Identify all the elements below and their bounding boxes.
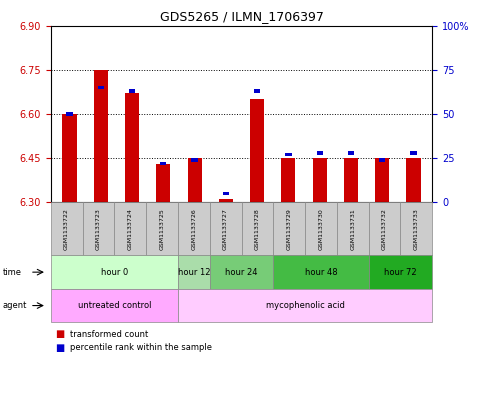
Text: hour 24: hour 24 [225, 268, 258, 277]
Bar [313, 158, 327, 202]
Text: GSM1133723: GSM1133723 [96, 208, 101, 250]
Bar [282, 158, 296, 202]
Text: hour 0: hour 0 [100, 268, 128, 277]
Text: GSM1133730: GSM1133730 [318, 208, 324, 250]
Bar [125, 94, 139, 202]
Text: GSM1133728: GSM1133728 [255, 208, 260, 250]
Text: GSM1133732: GSM1133732 [382, 208, 387, 250]
Text: GSM1133726: GSM1133726 [191, 208, 196, 250]
Bar [62, 114, 76, 202]
Text: hour 12: hour 12 [178, 268, 210, 277]
Text: GDS5265 / ILMN_1706397: GDS5265 / ILMN_1706397 [159, 10, 324, 23]
Text: transformed count: transformed count [70, 330, 148, 338]
Text: GSM1133722: GSM1133722 [64, 208, 69, 250]
Bar [66, 112, 72, 116]
Bar [219, 200, 233, 202]
Bar [187, 158, 201, 202]
Text: hour 72: hour 72 [384, 268, 417, 277]
Bar [250, 99, 264, 202]
Bar [379, 158, 385, 162]
Text: time: time [2, 268, 21, 277]
Text: ■: ■ [56, 329, 65, 339]
Text: mycophenolic acid: mycophenolic acid [266, 301, 344, 310]
Bar [407, 158, 421, 202]
Text: GSM1133724: GSM1133724 [128, 208, 133, 250]
Bar [254, 89, 260, 93]
Text: GSM1133727: GSM1133727 [223, 208, 228, 250]
Bar [94, 70, 108, 202]
Text: GSM1133725: GSM1133725 [159, 208, 165, 250]
Bar [129, 89, 135, 93]
Bar [98, 86, 104, 89]
Bar [375, 158, 389, 202]
Bar [316, 151, 323, 155]
Bar [191, 158, 198, 162]
Bar [160, 162, 167, 165]
Bar [285, 153, 292, 156]
Text: untreated control: untreated control [78, 301, 151, 310]
Bar [411, 151, 417, 155]
Text: percentile rank within the sample: percentile rank within the sample [70, 343, 212, 352]
Text: hour 48: hour 48 [305, 268, 337, 277]
Text: GSM1133733: GSM1133733 [414, 208, 419, 250]
Bar [156, 164, 170, 202]
Text: agent: agent [2, 301, 27, 310]
Text: ■: ■ [56, 343, 65, 353]
Text: GSM1133731: GSM1133731 [350, 208, 355, 250]
Bar [348, 151, 354, 155]
Bar [344, 158, 358, 202]
Text: GSM1133729: GSM1133729 [287, 208, 292, 250]
Bar [223, 192, 229, 195]
